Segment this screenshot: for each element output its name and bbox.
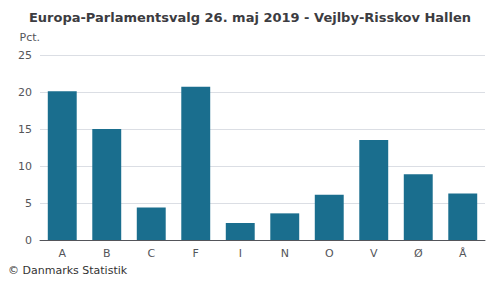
svg-text:C: C <box>147 247 155 260</box>
svg-text:15: 15 <box>18 123 32 136</box>
svg-text:V: V <box>370 247 378 260</box>
svg-text:A: A <box>58 247 66 260</box>
svg-text:F: F <box>193 247 199 260</box>
svg-text:© Danmarks Statistik: © Danmarks Statistik <box>8 264 128 277</box>
svg-text:10: 10 <box>18 160 32 173</box>
svg-text:I: I <box>239 247 242 260</box>
svg-text:N: N <box>281 247 289 260</box>
svg-text:20: 20 <box>18 86 32 99</box>
svg-text:25: 25 <box>18 49 32 62</box>
svg-text:Pct.: Pct. <box>20 31 41 44</box>
svg-text:Europa-Parlamentsvalg 26. maj: Europa-Parlamentsvalg 26. maj 2019 - Vej… <box>29 10 471 25</box>
svg-text:Å: Å <box>459 247 467 260</box>
svg-text:B: B <box>103 247 111 260</box>
svg-text:O: O <box>325 247 334 260</box>
svg-text:Ø: Ø <box>414 247 423 260</box>
svg-text:0: 0 <box>25 234 32 247</box>
svg-text:5: 5 <box>25 197 32 210</box>
